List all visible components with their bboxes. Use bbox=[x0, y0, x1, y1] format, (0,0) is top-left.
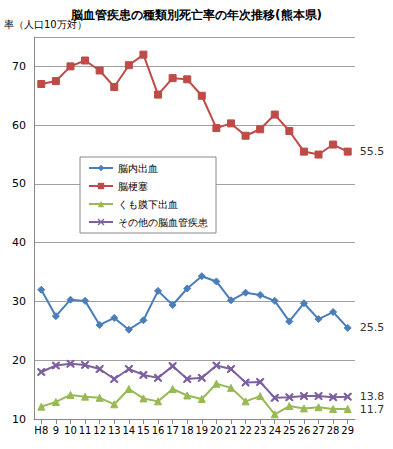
svg-text:11: 11 bbox=[79, 425, 92, 436]
svg-text:17: 17 bbox=[166, 425, 179, 436]
svg-text:60: 60 bbox=[12, 119, 26, 132]
svg-text:50: 50 bbox=[12, 177, 26, 190]
svg-text:21: 21 bbox=[225, 425, 238, 436]
svg-text:16: 16 bbox=[152, 425, 165, 436]
svg-text:27: 27 bbox=[312, 425, 325, 436]
svg-text:10: 10 bbox=[64, 425, 77, 436]
svg-text:率（人口10万対）: 率（人口10万対） bbox=[4, 18, 87, 30]
svg-text:25: 25 bbox=[283, 425, 296, 436]
svg-text:19: 19 bbox=[195, 425, 208, 436]
svg-text:55.5: 55.5 bbox=[360, 145, 385, 158]
svg-text:13: 13 bbox=[108, 425, 121, 436]
svg-text:脳内出血: 脳内出血 bbox=[118, 163, 158, 174]
svg-text:23: 23 bbox=[254, 425, 267, 436]
svg-text:くも膜下出血: くも膜下出血 bbox=[118, 199, 178, 210]
svg-text:10: 10 bbox=[12, 413, 26, 426]
svg-text:11.7: 11.7 bbox=[360, 403, 385, 416]
svg-text:20: 20 bbox=[12, 354, 26, 367]
svg-text:H8: H8 bbox=[34, 425, 48, 436]
svg-text:25.5: 25.5 bbox=[360, 321, 385, 334]
svg-text:70: 70 bbox=[12, 60, 26, 73]
svg-text:28: 28 bbox=[327, 425, 340, 436]
svg-text:24: 24 bbox=[268, 425, 281, 436]
svg-text:脳血管疾患の種類別死亡率の年次推移(熊本県): 脳血管疾患の種類別死亡率の年次推移(熊本県) bbox=[70, 8, 322, 22]
svg-text:14: 14 bbox=[122, 425, 135, 436]
svg-text:20: 20 bbox=[210, 425, 223, 436]
svg-text:18: 18 bbox=[181, 425, 194, 436]
svg-text:15: 15 bbox=[137, 425, 150, 436]
svg-text:26: 26 bbox=[298, 425, 311, 436]
svg-text:9: 9 bbox=[53, 425, 59, 436]
svg-text:29: 29 bbox=[341, 425, 354, 436]
svg-text:30: 30 bbox=[12, 295, 26, 308]
svg-text:脳梗塞: 脳梗塞 bbox=[118, 181, 148, 192]
svg-text:13.8: 13.8 bbox=[360, 390, 385, 403]
svg-text:40: 40 bbox=[12, 236, 26, 249]
svg-text:12: 12 bbox=[93, 425, 106, 436]
svg-text:22: 22 bbox=[239, 425, 252, 436]
svg-text:その他の脳血管疾患: その他の脳血管疾患 bbox=[118, 217, 208, 228]
